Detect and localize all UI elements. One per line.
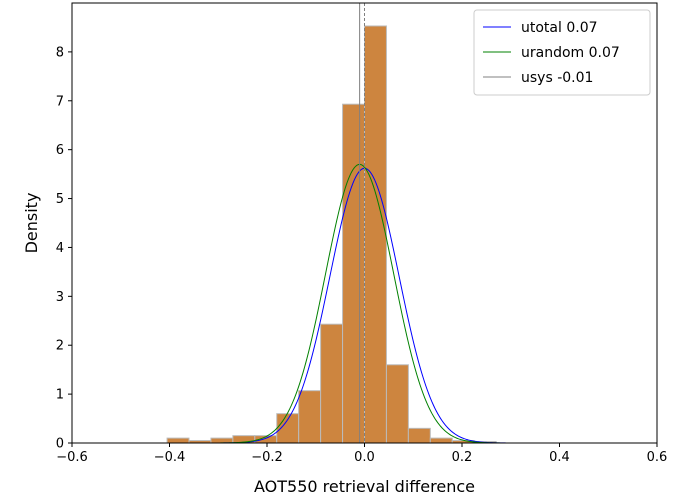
- y-tick-label: 7: [56, 94, 64, 109]
- x-tick-label: −0.2: [251, 450, 283, 465]
- legend-entry-label: usys -0.01: [521, 70, 593, 86]
- histogram-bar: [210, 437, 234, 444]
- y-tick-label: 4: [56, 241, 64, 256]
- y-axis-label: Density: [22, 193, 41, 254]
- y-tick-label: 0: [56, 437, 64, 452]
- y-tick-label: 8: [56, 45, 64, 60]
- legend-box: [473, 9, 651, 96]
- vertical-lines: [359, 3, 365, 443]
- histogram-bar: [364, 25, 387, 444]
- y-tick-label: 3: [56, 290, 64, 305]
- y-tick-label: 6: [56, 143, 64, 158]
- y-tick-label: 2: [56, 339, 64, 354]
- legend-entry-label: utotal 0.07: [521, 20, 598, 36]
- x-axis-label: AOT550 retrieval difference: [254, 477, 475, 496]
- y-tick-label: 5: [56, 192, 64, 207]
- x-tick-label: 0.4: [549, 450, 570, 465]
- histogram-bar: [342, 103, 365, 444]
- x-tick-label: 0.0: [354, 450, 375, 465]
- histogram-bar: [320, 323, 344, 444]
- histogram-bar: [385, 364, 409, 444]
- histogram-bars: [166, 25, 497, 444]
- x-tick-label: 0.6: [647, 450, 668, 465]
- histogram-bar: [407, 427, 431, 444]
- histogram-bar: [166, 437, 190, 444]
- histogram-bar: [429, 437, 453, 444]
- x-tick-label: −0.6: [56, 450, 88, 465]
- legend-entry-label: urandom 0.07: [521, 45, 620, 61]
- x-tick-label: −0.4: [154, 450, 186, 465]
- legend: utotal 0.07 urandom 0.07 usys -0.01: [473, 9, 651, 96]
- y-tick-label: 1: [56, 388, 64, 403]
- histogram-bar: [298, 390, 322, 444]
- x-axis-ticks: −0.6 −0.4 −0.2 0.0 0.2 0.4 0.6: [56, 443, 667, 465]
- y-axis-ticks: 0 1 2 3 4 5 6 7 8: [56, 45, 72, 452]
- x-tick-label: 0.2: [452, 450, 473, 465]
